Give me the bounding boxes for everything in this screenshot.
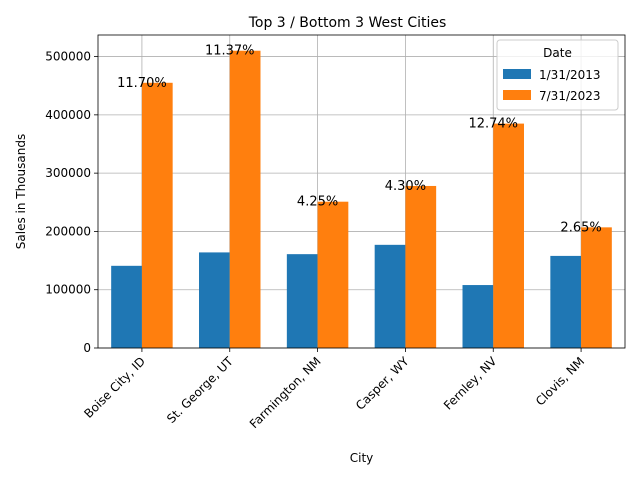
bar-annotation: 12.74% xyxy=(468,117,518,132)
legend-title: Date xyxy=(543,46,572,60)
x-tick-label: Farmington, NM xyxy=(247,354,324,431)
bar-annotation: 11.37% xyxy=(205,44,255,59)
legend-swatch xyxy=(503,90,531,100)
plot-frame xyxy=(97,34,626,349)
y-tick-label: 300000 xyxy=(45,166,91,180)
legend: Date 1/31/2013 7/31/2023 xyxy=(496,39,619,111)
bar xyxy=(286,254,318,348)
x-tick-label: Fernley, NV xyxy=(441,354,500,413)
bar xyxy=(550,255,582,348)
bar-annotation: 4.30% xyxy=(385,179,426,194)
x-tick-label: Casper, WY xyxy=(353,354,412,413)
bar xyxy=(229,50,261,349)
y-tick-label: 0 xyxy=(83,341,91,355)
bar xyxy=(111,265,142,348)
legend-label: 1/31/2013 xyxy=(539,68,601,82)
bar xyxy=(405,185,437,348)
y-tick-label: 200000 xyxy=(45,224,91,238)
chart-title: Top 3 / Bottom 3 West Cities xyxy=(248,15,447,31)
bar xyxy=(581,227,612,348)
bars xyxy=(111,50,612,349)
y-tick-label: 400000 xyxy=(45,108,91,122)
bar-annotation: 11.70% xyxy=(117,76,167,91)
x-tick-label: St. George, UT xyxy=(164,354,236,426)
annotations: 11.70% 11.37% 4.25% 4.30% 12.74% 2.65% xyxy=(117,44,602,236)
x-tick-label: Boise City, ID xyxy=(81,354,148,421)
bar xyxy=(493,123,524,348)
y-axis-label: Sales in Thousands xyxy=(14,134,28,249)
bar xyxy=(374,244,406,348)
bar xyxy=(199,252,230,348)
y-tick-label: 500000 xyxy=(45,50,91,64)
bar xyxy=(317,201,349,348)
legend-label: 7/31/2023 xyxy=(539,89,601,103)
bar-annotation: 2.65% xyxy=(560,220,601,235)
x-tick-label: Clovis, NM xyxy=(533,354,587,408)
bar xyxy=(462,285,494,348)
bar-annotation: 4.25% xyxy=(297,195,338,210)
bar xyxy=(141,82,173,348)
y-tick-label: 100000 xyxy=(45,283,91,297)
x-axis-label: City xyxy=(350,451,374,465)
legend-swatch xyxy=(503,69,531,79)
